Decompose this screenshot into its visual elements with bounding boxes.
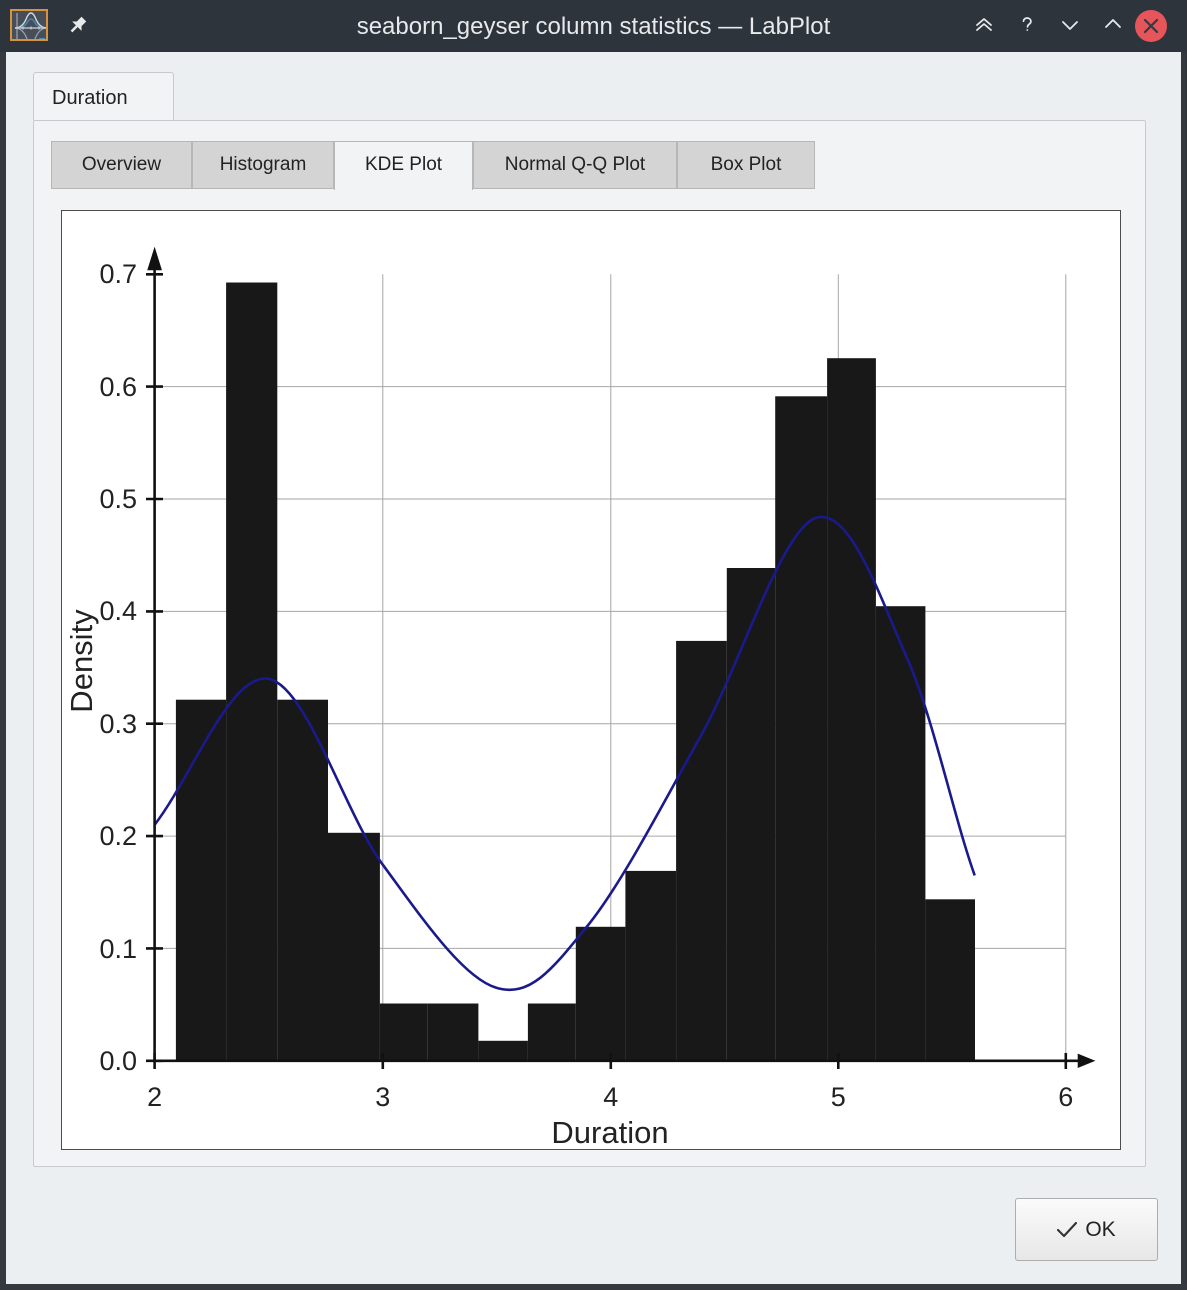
svg-text:0.2: 0.2 — [99, 821, 137, 851]
svg-text:2: 2 — [147, 1082, 162, 1112]
svg-text:0.5: 0.5 — [99, 484, 137, 514]
svg-text:5: 5 — [831, 1082, 846, 1112]
svg-text:4: 4 — [603, 1082, 618, 1112]
svg-text:0.4: 0.4 — [99, 596, 137, 626]
svg-text:0.3: 0.3 — [99, 709, 137, 739]
svg-text:0.6: 0.6 — [99, 372, 137, 402]
svg-text:0.7: 0.7 — [99, 259, 137, 289]
svg-text:3: 3 — [375, 1082, 390, 1112]
svg-text:6: 6 — [1058, 1082, 1073, 1112]
svg-text:Duration: Duration — [551, 1115, 668, 1150]
svg-text:0.0: 0.0 — [99, 1046, 137, 1076]
svg-text:Density: Density — [64, 609, 99, 713]
svg-text:0.1: 0.1 — [99, 934, 137, 964]
